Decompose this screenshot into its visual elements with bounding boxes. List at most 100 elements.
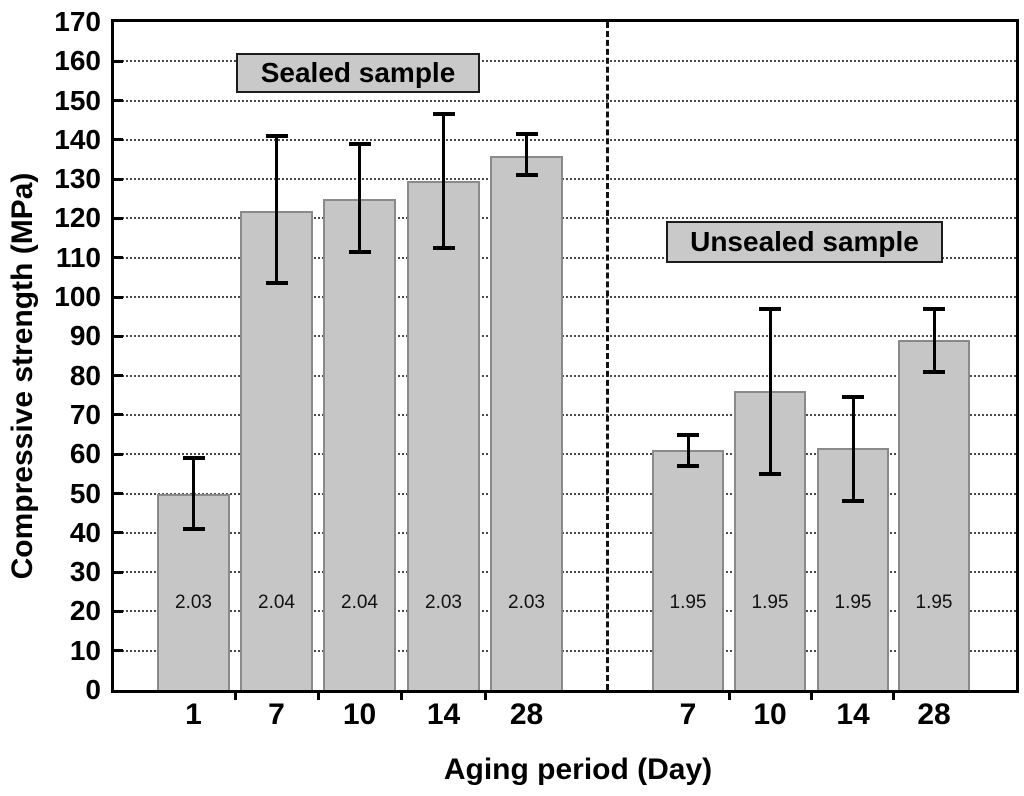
gridline xyxy=(114,256,1016,259)
y-tick-label: 30 xyxy=(69,556,101,588)
gridline xyxy=(114,99,1016,102)
y-tick-label: 40 xyxy=(69,516,101,548)
gridline xyxy=(114,335,1016,338)
y-tick-label: 0 xyxy=(85,674,101,705)
error-bar-cap-bottom xyxy=(182,526,205,531)
y-tick-label: 70 xyxy=(69,398,101,430)
y-axis-title: Compressive strength (MPa) xyxy=(6,172,39,580)
bar-value-label: 1.95 xyxy=(915,592,953,613)
error-bar-cap-bottom xyxy=(515,173,538,178)
bar xyxy=(407,181,480,690)
bar xyxy=(240,210,313,690)
x-tick-label: 10 xyxy=(753,698,787,731)
error-bar-cap-top xyxy=(515,131,538,136)
y-tick-label: 170 xyxy=(54,6,101,37)
error-bar-line xyxy=(768,308,772,474)
gridline xyxy=(114,571,1016,574)
y-tick xyxy=(114,374,123,378)
y-tick xyxy=(114,492,123,496)
error-bar-line xyxy=(851,397,855,502)
gridline xyxy=(114,374,1016,377)
y-tick-label: 60 xyxy=(69,438,101,470)
y-tick xyxy=(114,334,123,338)
error-bar-cap-top xyxy=(182,456,205,461)
y-tick-label: 50 xyxy=(69,477,101,509)
x-tick xyxy=(233,692,237,700)
gridline xyxy=(114,649,1016,652)
y-tick-label: 140 xyxy=(54,123,101,155)
error-bar-line xyxy=(442,114,445,248)
bar-layer: 2.03 2.04 2.04 2.03 2.03 1.95 1.95 1.95 1.95 xyxy=(114,22,1016,690)
x-tick-label: 7 xyxy=(268,698,285,731)
bar-value-label: 2.04 xyxy=(341,592,378,613)
gridline xyxy=(114,492,1016,495)
y-tick-label: 10 xyxy=(69,634,101,666)
y-tick xyxy=(114,649,123,653)
y-tick-label: 150 xyxy=(54,84,101,116)
y-tick xyxy=(114,609,123,613)
y-tick-label: 20 xyxy=(69,595,101,627)
x-tick-label: 10 xyxy=(342,698,377,731)
gridline xyxy=(114,453,1016,456)
gridline xyxy=(114,610,1016,613)
error-bar-cap-bottom xyxy=(265,281,288,286)
bar-value-label: 1.95 xyxy=(669,592,707,613)
sealed-sample-label: Sealed sample xyxy=(260,57,456,88)
plot-area: 2.03 2.04 2.04 2.03 2.03 1.95 1.95 1.95 1.95 xyxy=(111,19,1019,693)
error-bar-line xyxy=(358,143,361,252)
bar xyxy=(652,450,724,690)
error-bar-line xyxy=(192,458,195,529)
x-tick-label: 1 xyxy=(185,698,202,731)
error-bar-cap-top xyxy=(923,306,945,311)
error-bar-cap-top xyxy=(759,306,781,311)
x-tick xyxy=(400,692,403,700)
bar-value-label: 2.03 xyxy=(508,592,545,613)
error-bar-cap-top xyxy=(265,133,288,138)
bar xyxy=(323,198,396,690)
error-bar-line xyxy=(525,133,528,176)
error-bar-cap-bottom xyxy=(759,471,781,476)
y-tick-label: 90 xyxy=(69,320,101,352)
bar xyxy=(898,340,970,690)
x-tick xyxy=(316,692,320,700)
gridline xyxy=(114,531,1016,534)
x-tick-label: 7 xyxy=(679,698,697,731)
gridline xyxy=(114,178,1016,181)
bar-value-label: 1.95 xyxy=(751,592,789,613)
unsealed-sample-label-box: Unsealed sample xyxy=(666,221,943,263)
y-tick xyxy=(114,531,123,535)
gridline xyxy=(114,413,1016,416)
gridline xyxy=(114,138,1016,141)
error-bar-cap-bottom xyxy=(348,249,371,254)
unsealed-sample-label: Unsealed sample xyxy=(690,226,919,257)
x-tick-label: 28 xyxy=(509,698,544,731)
group-separator-dashed-line xyxy=(606,22,609,690)
bar-value-label: 2.03 xyxy=(425,592,462,613)
y-tick xyxy=(114,59,123,63)
error-bar-cap-bottom xyxy=(842,499,864,504)
y-tick xyxy=(114,452,123,456)
error-bar-cap-top xyxy=(842,395,864,400)
y-tick xyxy=(114,138,123,142)
y-tick-label: 100 xyxy=(54,281,101,313)
x-tick-label: 14 xyxy=(836,698,870,731)
error-bar-line xyxy=(932,308,936,372)
error-bar-cap-top xyxy=(677,432,699,437)
y-tick xyxy=(114,256,123,260)
x-tick-label: 14 xyxy=(426,698,461,731)
error-bar-line xyxy=(275,135,278,284)
y-tick-label: 110 xyxy=(55,241,101,273)
x-tick xyxy=(810,692,813,700)
gridline xyxy=(114,217,1016,220)
y-tick-label: 80 xyxy=(69,359,101,391)
error-bar-cap-bottom xyxy=(432,245,455,250)
x-tick xyxy=(892,692,895,700)
bar-value-label: 2.04 xyxy=(258,592,295,613)
y-tick xyxy=(114,295,123,299)
bar xyxy=(490,155,563,690)
y-tick xyxy=(114,413,123,417)
y-tick-label: 160 xyxy=(54,45,101,77)
error-bar-cap-top xyxy=(432,112,455,117)
y-tick xyxy=(114,177,123,181)
